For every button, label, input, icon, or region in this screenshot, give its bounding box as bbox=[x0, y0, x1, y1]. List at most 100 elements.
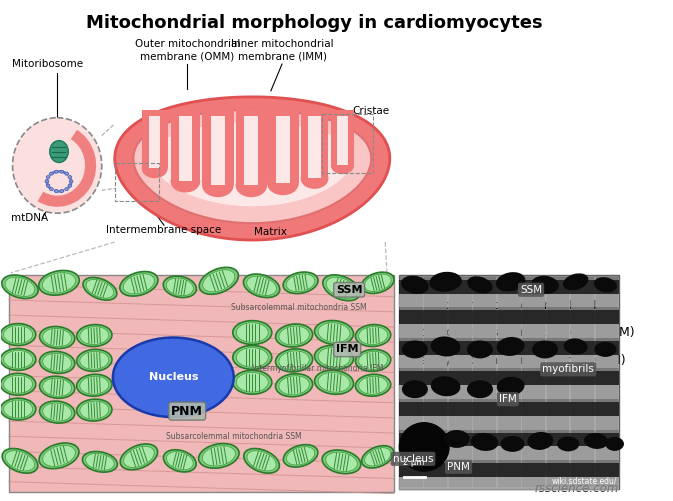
Ellipse shape bbox=[5, 451, 34, 471]
Ellipse shape bbox=[83, 278, 117, 300]
Ellipse shape bbox=[429, 272, 462, 292]
Polygon shape bbox=[133, 110, 371, 223]
Ellipse shape bbox=[124, 446, 154, 467]
Ellipse shape bbox=[199, 443, 239, 468]
Ellipse shape bbox=[497, 377, 524, 396]
Ellipse shape bbox=[42, 403, 71, 421]
Ellipse shape bbox=[113, 338, 234, 417]
Bar bbox=[449, 277, 472, 486]
Bar bbox=[236, 114, 244, 185]
Bar bbox=[498, 277, 520, 486]
Bar bbox=[320, 114, 328, 178]
Bar bbox=[149, 116, 160, 168]
Ellipse shape bbox=[164, 450, 196, 472]
Ellipse shape bbox=[40, 327, 75, 349]
Ellipse shape bbox=[3, 350, 32, 368]
Text: myofibrils: myofibrils bbox=[542, 364, 594, 374]
Bar bbox=[399, 275, 619, 488]
Text: IFM: IFM bbox=[499, 394, 517, 404]
Ellipse shape bbox=[359, 376, 388, 394]
Polygon shape bbox=[115, 97, 390, 240]
Ellipse shape bbox=[77, 374, 112, 396]
Ellipse shape bbox=[60, 170, 63, 173]
Ellipse shape bbox=[42, 378, 71, 396]
Ellipse shape bbox=[65, 172, 69, 175]
Ellipse shape bbox=[1, 373, 36, 395]
Ellipse shape bbox=[65, 188, 69, 191]
Text: SSM: SSM bbox=[336, 285, 363, 295]
Ellipse shape bbox=[80, 401, 109, 419]
Ellipse shape bbox=[467, 380, 493, 398]
Ellipse shape bbox=[1, 349, 36, 370]
Bar bbox=[202, 114, 211, 185]
Ellipse shape bbox=[42, 445, 75, 466]
Ellipse shape bbox=[50, 141, 68, 162]
Ellipse shape bbox=[39, 443, 79, 469]
Text: Mitochondrial morphology in cardiomyocytes: Mitochondrial morphology in cardiomyocyt… bbox=[85, 14, 542, 32]
Ellipse shape bbox=[287, 447, 315, 465]
Bar bbox=[170, 109, 201, 116]
Bar bbox=[399, 280, 619, 294]
Bar bbox=[331, 114, 337, 165]
Ellipse shape bbox=[314, 345, 353, 369]
Ellipse shape bbox=[401, 276, 429, 294]
Bar bbox=[399, 385, 619, 399]
Ellipse shape bbox=[431, 376, 460, 396]
Ellipse shape bbox=[444, 430, 470, 448]
Ellipse shape bbox=[50, 188, 53, 191]
Bar bbox=[160, 114, 168, 168]
Text: Perinuclear mitochondria (PNM): Perinuclear mitochondria (PNM) bbox=[403, 299, 601, 312]
Ellipse shape bbox=[77, 399, 112, 421]
Text: Inner mitochondrial
membrane (IMM): Inner mitochondrial membrane (IMM) bbox=[231, 40, 333, 61]
Ellipse shape bbox=[55, 189, 58, 192]
Text: mtDNA: mtDNA bbox=[11, 213, 48, 223]
Ellipse shape bbox=[584, 433, 608, 449]
Ellipse shape bbox=[355, 374, 391, 396]
Bar bbox=[399, 446, 619, 460]
Text: PNM: PNM bbox=[172, 405, 203, 418]
Bar bbox=[399, 463, 619, 477]
Ellipse shape bbox=[359, 351, 388, 369]
Ellipse shape bbox=[50, 172, 53, 175]
Ellipse shape bbox=[470, 433, 499, 451]
Bar bbox=[244, 116, 258, 185]
Ellipse shape bbox=[594, 277, 617, 293]
Bar bbox=[179, 116, 192, 181]
Text: Intermyofibrillar mitochondria (IFM): Intermyofibrillar mitochondria (IFM) bbox=[403, 354, 625, 367]
Ellipse shape bbox=[68, 175, 72, 178]
Ellipse shape bbox=[275, 349, 313, 372]
Bar bbox=[399, 324, 619, 338]
Ellipse shape bbox=[236, 173, 267, 197]
Ellipse shape bbox=[318, 372, 350, 392]
Ellipse shape bbox=[326, 452, 357, 471]
Ellipse shape bbox=[365, 448, 391, 466]
Ellipse shape bbox=[203, 446, 236, 466]
Ellipse shape bbox=[40, 401, 75, 423]
Ellipse shape bbox=[318, 323, 350, 342]
Ellipse shape bbox=[501, 436, 524, 452]
Ellipse shape bbox=[496, 272, 526, 292]
Ellipse shape bbox=[279, 326, 310, 345]
Text: nucleus: nucleus bbox=[393, 454, 433, 464]
Text: PNM: PNM bbox=[447, 462, 470, 472]
Bar bbox=[399, 402, 619, 416]
Bar bbox=[202, 109, 234, 117]
Ellipse shape bbox=[236, 323, 269, 342]
Bar bbox=[547, 277, 569, 486]
Bar bbox=[347, 114, 354, 165]
Ellipse shape bbox=[279, 351, 310, 370]
Ellipse shape bbox=[563, 274, 588, 290]
Ellipse shape bbox=[275, 324, 313, 347]
Bar bbox=[236, 109, 267, 117]
Bar bbox=[308, 116, 320, 178]
Ellipse shape bbox=[275, 374, 313, 397]
Ellipse shape bbox=[2, 275, 38, 299]
Bar bbox=[399, 355, 619, 368]
Ellipse shape bbox=[318, 348, 350, 367]
Text: Nucleus: Nucleus bbox=[149, 372, 198, 382]
Ellipse shape bbox=[42, 329, 71, 347]
Text: 2 μm: 2 μm bbox=[403, 458, 425, 467]
Ellipse shape bbox=[361, 272, 394, 294]
Ellipse shape bbox=[359, 327, 388, 345]
Bar bbox=[211, 116, 225, 185]
